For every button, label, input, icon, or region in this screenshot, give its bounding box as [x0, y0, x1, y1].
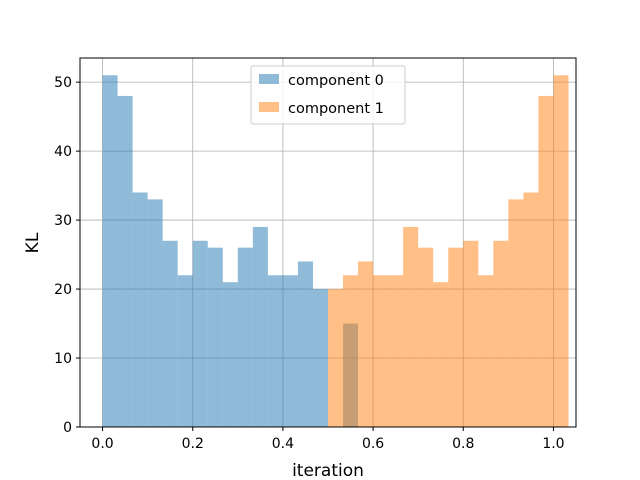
histogram-bar-series-0 [252, 226, 268, 427]
y-tick-label: 40 [54, 144, 72, 160]
y-tick-label: 30 [54, 213, 72, 229]
legend-swatch [259, 74, 279, 84]
histogram-bar-series-1 [328, 289, 344, 427]
y-tick-label: 50 [54, 75, 72, 91]
histogram-bar-series-0 [192, 240, 208, 427]
histogram-bar-series-0 [162, 240, 178, 427]
histogram-bar-series-1 [493, 240, 509, 427]
histogram-bar-series-0 [177, 275, 193, 427]
histogram-bar-series-1 [403, 226, 419, 427]
histogram-bar-series-0 [132, 192, 148, 427]
histogram-bar-series-1 [478, 275, 494, 427]
histogram-bars [102, 75, 569, 428]
plot-frame [79, 57, 577, 428]
axis-ticks: 0.0 0.2 0.4 0.6 0.8 1.0 0 10 20 30 40 50 [54, 75, 564, 452]
histogram-bar-series-1 [373, 275, 389, 427]
histogram-bar-series-1 [508, 199, 524, 427]
y-tick-label: 10 [54, 351, 72, 367]
histogram-bar-series-1 [388, 275, 404, 427]
histogram-bar-series-1 [463, 240, 479, 427]
y-axis-title: KL [23, 232, 43, 253]
legend-label: component 0 [288, 73, 384, 89]
histogram-bar-series-0 [222, 282, 238, 427]
x-axis-title: iteration [292, 461, 364, 480]
legend: component 0 component 1 [250, 65, 406, 125]
histogram-bar-series-0 [312, 289, 328, 427]
x-tick-label: 0.2 [182, 436, 204, 452]
histogram-bar-series-1 [448, 247, 464, 427]
histogram-bar-series-0 [237, 247, 253, 427]
histogram-bar-series-1 [523, 192, 539, 427]
histogram-bar-series-0 [117, 95, 133, 428]
x-tick-label: 0.4 [272, 436, 294, 452]
histogram-bar-series-1 [358, 261, 374, 427]
histogram-bar-series-0 [207, 247, 223, 427]
histogram-bar-series-1 [538, 95, 554, 428]
histogram-bar-series-0 [282, 275, 298, 427]
x-tick-label: 1.0 [542, 436, 564, 452]
histogram-bar-series-1 [553, 75, 569, 428]
legend-box [250, 65, 406, 125]
histogram-bar-series-1 [343, 275, 359, 427]
histogram-bar-series-0 [147, 199, 163, 427]
x-tick-label: 0.8 [452, 436, 474, 452]
y-tick-label: 0 [63, 420, 72, 436]
legend-label: component 1 [288, 101, 384, 117]
histogram-bar-series-1 [418, 247, 434, 427]
x-tick-label: 0.6 [362, 436, 384, 452]
x-tick-label: 0.0 [91, 436, 113, 452]
histogram-bar-series-1 [433, 282, 449, 427]
histogram-bar-series-0 [102, 75, 118, 428]
histogram-bar-series-0 [267, 275, 283, 427]
y-tick-label: 20 [54, 282, 72, 298]
histogram-bar-series-0 [297, 261, 313, 427]
legend-swatch [259, 102, 279, 112]
